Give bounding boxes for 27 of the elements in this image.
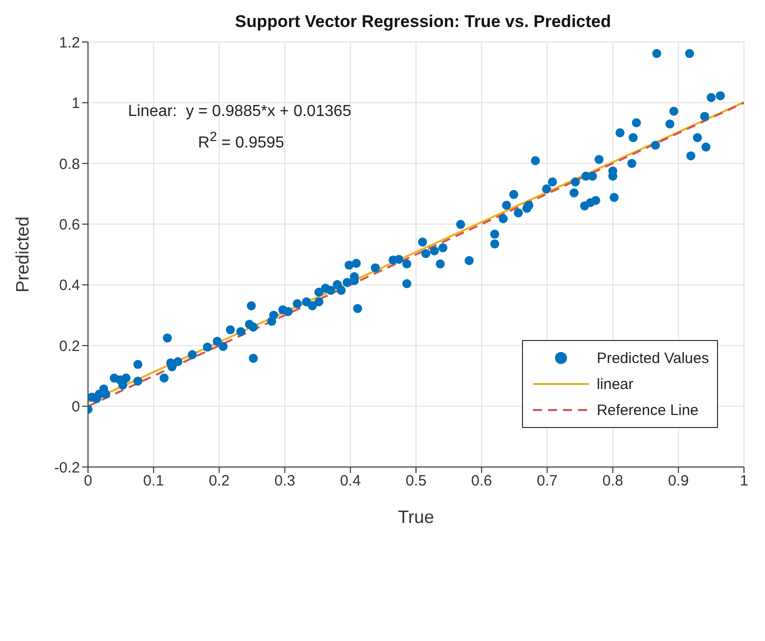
x-tick-label: 0.8 bbox=[602, 472, 624, 490]
x-tick-label: 0.6 bbox=[471, 472, 492, 490]
x-tick-label: 0 bbox=[84, 472, 92, 490]
y-tick-label: -0.2 bbox=[54, 459, 80, 476]
y-tick-label: 1 bbox=[72, 95, 80, 112]
y-tick-label: 0.2 bbox=[59, 338, 80, 355]
legend-label: Reference Line bbox=[596, 402, 698, 418]
y-tick-label: 0.8 bbox=[59, 156, 80, 173]
x-tick-label: 0.4 bbox=[340, 472, 361, 490]
annotation: R$^{2}$ = 0.9595 bbox=[198, 129, 284, 152]
y-tick-label: 0 bbox=[72, 398, 80, 416]
x-axis-title: True bbox=[398, 507, 434, 527]
legend-label: linear bbox=[596, 376, 634, 392]
x-tick-label: 0.3 bbox=[274, 472, 296, 490]
x-tick-label: 0.1 bbox=[143, 472, 164, 490]
y-tick-label: 1.2 bbox=[59, 34, 80, 52]
chart-title: Support Vector Regression: True vs. Predicted bbox=[234, 12, 612, 32]
y-tick-label: 0.6 bbox=[59, 216, 80, 234]
annotation: Linear: y = 0.9885*x + 0.01365 bbox=[128, 103, 352, 121]
x-tick-label: 1 bbox=[740, 472, 748, 490]
y-tick-label: 0.4 bbox=[59, 277, 80, 294]
x-tick-label: 0.2 bbox=[208, 472, 230, 490]
x-tick-label: 0.5 bbox=[406, 472, 426, 490]
legend-label: Predicted Values bbox=[596, 350, 709, 366]
x-tick-label: 0.9 bbox=[668, 472, 689, 490]
x-tick-label: 0.7 bbox=[536, 472, 558, 490]
y-axis-title: Predicted bbox=[12, 216, 32, 293]
